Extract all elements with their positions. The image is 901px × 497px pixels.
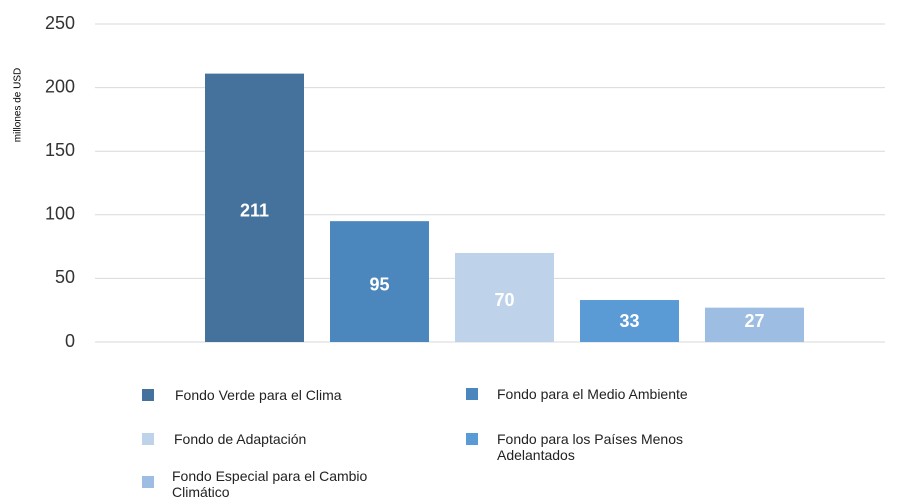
value-label: 70 [494, 290, 514, 310]
legend-label: Fondo Especial para el Cambio Climático [172, 468, 368, 497]
y-tick-label: 150 [45, 140, 75, 160]
legend-swatch [142, 389, 154, 401]
y-tick-label: 250 [45, 13, 75, 33]
y-tick-label: 100 [45, 204, 75, 224]
bar [330, 221, 429, 342]
y-tick-label: 200 [45, 76, 75, 96]
bar [455, 252, 554, 342]
legend-swatch [142, 476, 154, 488]
legend-label: Fondo Verde para el Clima [175, 387, 342, 403]
legend-label: Fondo de Adaptación [174, 431, 307, 447]
legend-label: Fondo para los Países Menos Adelantados [497, 431, 683, 463]
value-label: 33 [619, 311, 639, 331]
bar [205, 73, 304, 342]
value-label: 95 [369, 274, 389, 294]
legend-label: Fondo para el Medio Ambiente [497, 386, 688, 402]
bar [705, 307, 804, 342]
y-tick-label: 0 [65, 331, 75, 351]
y-axis-label: millones de USD [13, 68, 24, 142]
y-tick-label: 50 [55, 267, 75, 287]
bar [580, 300, 679, 342]
value-label: 27 [744, 311, 764, 331]
legend-swatch [466, 388, 478, 400]
legend-swatch [466, 433, 478, 445]
value-label: 211 [240, 201, 269, 221]
legend-swatch [142, 433, 154, 445]
